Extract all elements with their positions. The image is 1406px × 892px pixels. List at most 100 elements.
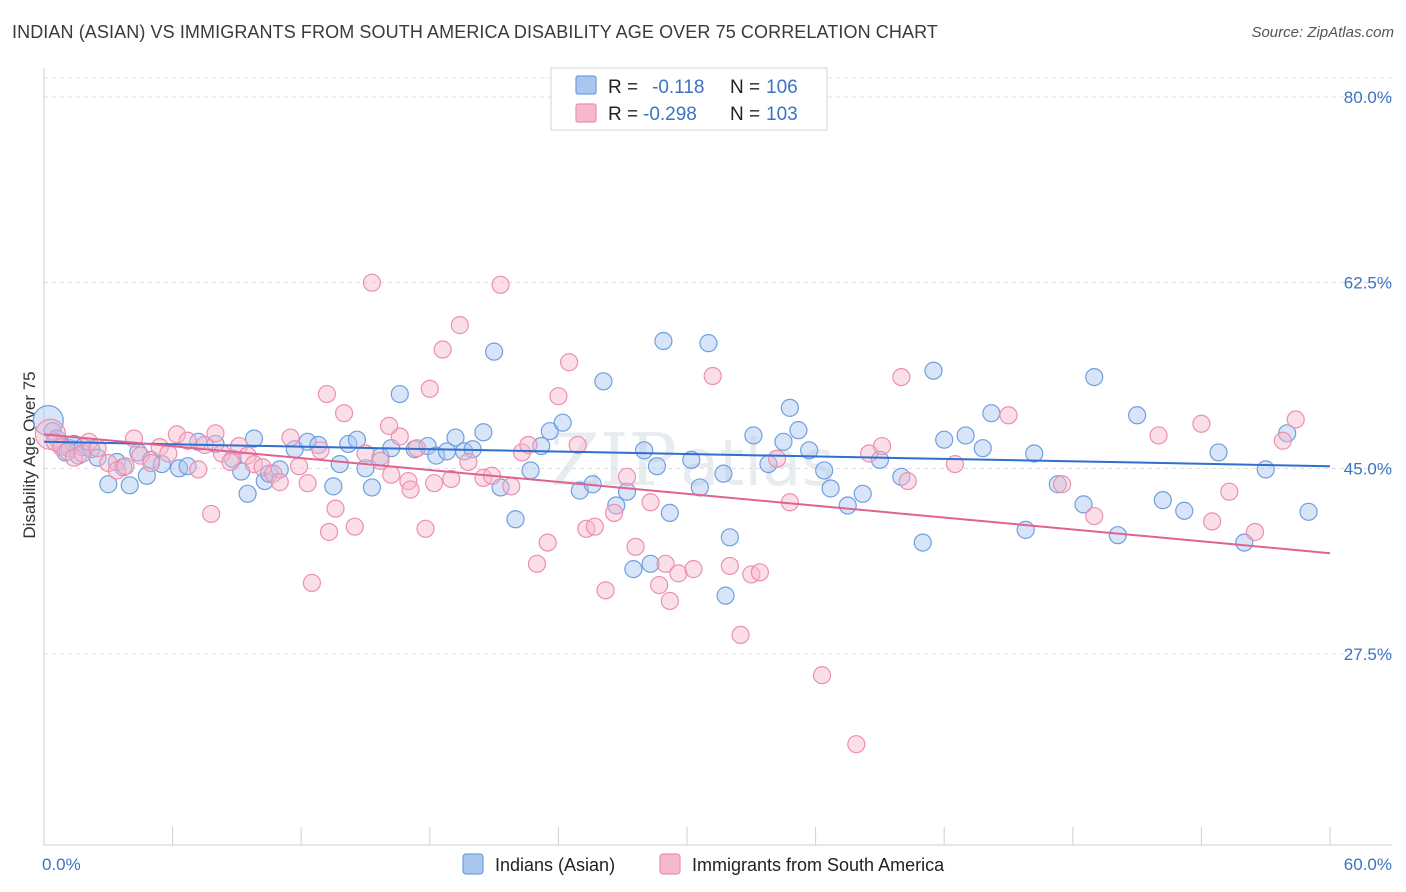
x-tick-label-max: 60.0% [1344,855,1392,874]
data-point [474,423,493,442]
data-point [750,563,769,582]
data-point [107,461,126,480]
data-point [270,473,289,492]
data-point [459,452,478,472]
data-point [560,353,579,372]
data-point [607,496,626,515]
data-point [1203,512,1222,531]
data-point [956,426,975,445]
legend-r-label-1: R = [608,77,638,98]
data-point [446,428,465,447]
data-point [244,429,264,448]
data-point [892,367,911,387]
legend-r-label-2: R = [608,104,638,125]
bottom-legend-label-1: Indians (Asian) [495,855,615,875]
data-point [1108,526,1127,545]
data-point [401,480,420,499]
data-point [88,448,107,467]
trend-line-south-america [43,433,1331,555]
data-point [774,432,793,451]
bottom-legend-swatch-pink [659,853,681,875]
data-point [120,476,139,495]
data-point [178,457,197,476]
data-point [1085,367,1104,387]
data-point [485,342,504,361]
gridlines [44,77,1392,655]
data-point [189,460,208,479]
data-point [1153,491,1172,510]
data-point [502,477,521,496]
y-tick-label: 45.0% [1344,459,1392,478]
data-point [1175,501,1194,520]
data-point [635,441,654,460]
data-point [669,564,688,583]
bottom-legend-label-2: Immigrants from South America [692,855,945,875]
stats-legend: R = -0.118 N = 106 R = -0.298 N = 103 [550,67,828,131]
data-point [253,458,272,477]
data-point [1273,431,1292,450]
legend-n-value-2: 103 [766,104,798,125]
data-point [624,560,643,579]
legend-swatch-pink [575,103,597,123]
data-point [382,465,401,484]
data-point [898,471,917,491]
watermark-atlas: atlas [680,427,835,501]
data-point [206,424,225,443]
data-point [973,439,992,458]
data-point [767,449,787,468]
data-point [334,404,354,423]
data-point [221,452,240,472]
data-point [540,422,559,441]
y-tick-label: 80.0% [1344,88,1392,107]
legend-n-label-1: N = [730,77,760,98]
y-tick-labels: 27.5% 45.0% 62.5% 80.0% [1344,88,1392,664]
y-axis-title: Disability Age Over 75 [20,371,39,538]
data-point [626,537,645,556]
data-point [1149,426,1168,445]
x-tick-label-min: 0.0% [42,855,81,874]
data-point [821,479,840,498]
data-point [326,499,345,518]
data-point [424,474,444,493]
data-point [913,533,932,552]
y-tick-label: 27.5% [1344,645,1392,664]
data-point [789,421,808,440]
data-point [617,467,637,486]
data-point [491,275,510,294]
legend-swatch-blue [575,75,597,95]
data-point [356,444,375,463]
data-point [512,443,532,462]
data-point [815,461,834,480]
data-point [847,735,866,754]
data-point [289,457,309,476]
data-point [281,428,300,447]
data-point [594,372,613,391]
data-point [982,404,1001,423]
data-point [311,441,330,460]
data-point [416,519,435,538]
legend-n-label-2: N = [730,104,760,125]
data-point [780,398,799,417]
data-point [379,416,399,435]
data-point [330,454,349,474]
data-point [390,384,409,404]
data-point [935,430,954,449]
legend-n-value-1: 106 [766,77,798,98]
data-point [420,379,439,398]
data-point [656,554,675,573]
series-indians-asian [32,331,1318,605]
data-point [924,361,943,380]
data-point [872,436,892,456]
trend-line-indians-asian [43,440,1331,468]
data-point [317,384,337,404]
y-tick-label: 62.5% [1344,274,1392,293]
series-legend: Indians (Asian) Immigrants from South Am… [462,853,945,875]
data-point [690,478,709,497]
data-point [506,510,525,529]
data-point [853,484,872,503]
source-label: Source: ZipAtlas.com [1251,24,1394,41]
data-point [99,475,118,494]
data-point [720,556,739,576]
data-point [641,554,660,573]
data-point [433,340,452,359]
